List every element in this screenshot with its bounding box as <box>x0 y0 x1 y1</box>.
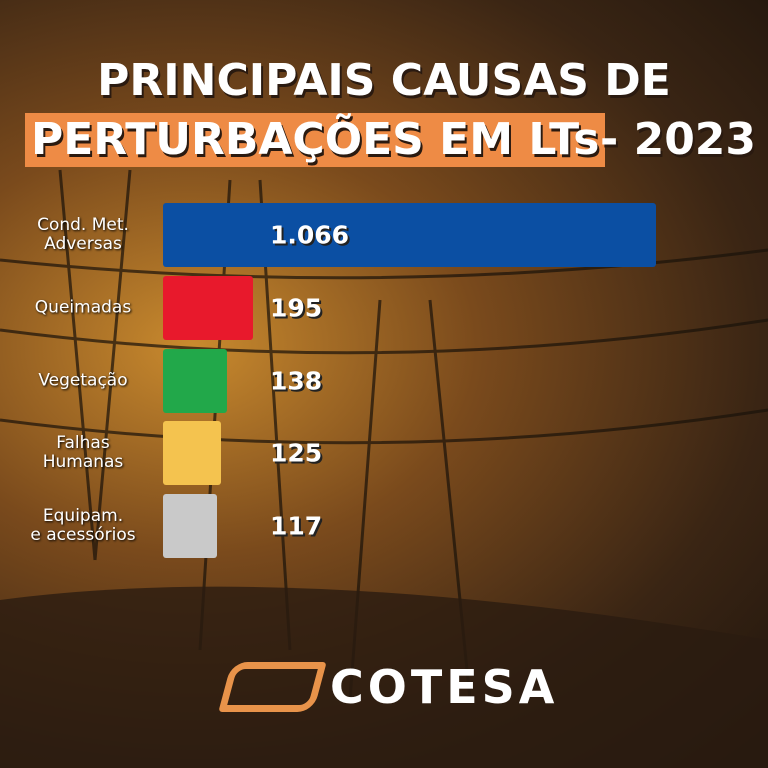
bar <box>163 494 218 559</box>
category-label: Vegetação <box>38 370 128 391</box>
chart-title: PRINCIPAIS CAUSAS DE <box>97 55 671 106</box>
brand: COTESA <box>330 660 559 714</box>
bar <box>163 203 656 267</box>
logo-icon <box>218 662 327 712</box>
value-label: 117 <box>270 511 323 541</box>
value-label: 125 <box>270 438 323 468</box>
bar <box>163 421 221 486</box>
category-label: Falhas Humanas <box>42 433 124 473</box>
value-label: 195 <box>270 293 323 323</box>
value-label: 1.066 <box>270 220 350 250</box>
value-label: 138 <box>270 366 323 396</box>
category-label: Equipam. e acessórios <box>30 506 136 546</box>
category-label: Cond. Met. Adversas <box>37 215 129 254</box>
bar <box>163 275 254 340</box>
category-label: Queimadas <box>34 297 132 318</box>
bar <box>163 348 227 413</box>
title-highlight: PERTURBAÇÕES EM LTs <box>25 113 606 167</box>
title-suffix: - 2023 <box>600 114 757 165</box>
